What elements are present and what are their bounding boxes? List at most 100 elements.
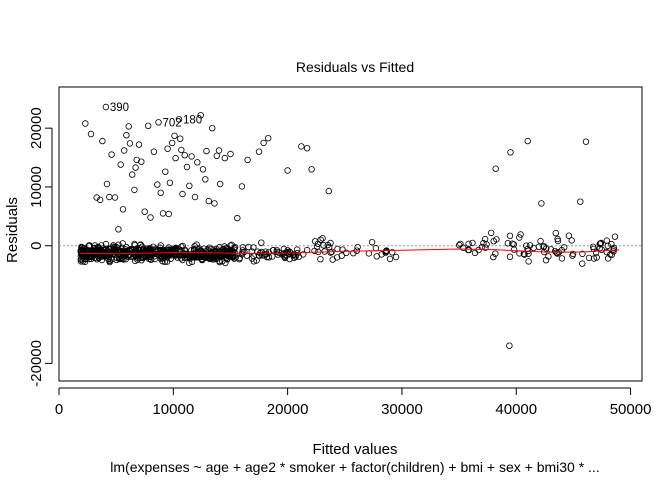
residual-point — [338, 252, 345, 259]
residual-point — [213, 152, 220, 159]
y-axis-label: Residuals — [4, 197, 21, 263]
residual-point — [392, 253, 400, 261]
x-tick-label: 50000 — [610, 401, 652, 418]
residual-point — [227, 251, 234, 259]
residual-point — [119, 240, 126, 247]
residual-point — [117, 161, 124, 168]
residual-point — [172, 247, 179, 255]
residual-point — [183, 163, 191, 171]
residual-point — [554, 235, 561, 243]
residual-point — [135, 141, 143, 148]
residual-point — [199, 253, 206, 261]
residual-point — [492, 165, 499, 172]
residual-point — [191, 193, 199, 201]
residual-point — [274, 251, 282, 258]
residual-point — [284, 167, 291, 174]
residual-point — [568, 237, 575, 244]
lowess-smooth-line — [79, 248, 620, 255]
residual-point — [95, 251, 103, 259]
residual-point — [537, 237, 544, 245]
residual-point — [222, 259, 229, 267]
residual-point — [506, 342, 513, 349]
residual-point — [604, 255, 612, 262]
residual-point — [280, 245, 288, 253]
residual-point — [365, 250, 373, 257]
x-axis: 0 10000 20000 30000 40000 50000 — [55, 387, 652, 418]
residual-point — [199, 166, 207, 173]
residual-point — [159, 255, 166, 262]
residual-point — [317, 256, 324, 263]
residual-point — [603, 248, 610, 256]
residual-point — [179, 242, 186, 250]
residual-point — [198, 256, 206, 264]
residual-point — [157, 189, 164, 196]
residual-point — [582, 138, 590, 145]
x-axis-label: Fitted values — [312, 441, 397, 458]
residual-point — [181, 151, 188, 159]
residual-point — [228, 241, 235, 248]
residual-point — [245, 243, 252, 251]
residual-point — [208, 124, 216, 132]
residual-point — [378, 251, 385, 258]
model-formula-subtitle: lm(expenses ~ age + age2 * smoker + fact… — [110, 459, 599, 475]
residual-point — [150, 148, 158, 155]
residual-point — [154, 181, 161, 188]
residual-point — [134, 256, 141, 263]
residual-point — [159, 210, 167, 217]
residual-point — [192, 248, 200, 255]
y-tick-label: 0 — [28, 242, 45, 250]
residual-point — [530, 244, 537, 252]
residual-point — [168, 139, 176, 147]
residual-point — [162, 250, 169, 257]
residual-point — [590, 255, 598, 262]
residual-point — [250, 244, 257, 251]
x-tick-label: 10000 — [152, 401, 194, 418]
residual-point — [597, 239, 605, 247]
residual-point — [553, 249, 560, 256]
residual-point — [94, 243, 102, 251]
y-tick-label: 20000 — [28, 107, 45, 149]
residual-point — [457, 240, 464, 248]
residual-point — [325, 187, 332, 195]
residual-point — [114, 248, 122, 256]
residual-point — [236, 254, 243, 262]
residual-point — [386, 255, 394, 263]
residual-point — [469, 239, 476, 247]
residual-point — [281, 254, 289, 261]
residual-point — [120, 147, 128, 154]
point-label: 180 — [183, 114, 202, 126]
residual-point — [211, 200, 218, 207]
residual-point — [205, 197, 212, 205]
residual-point — [204, 246, 211, 253]
residual-point — [188, 253, 195, 260]
residual-point — [165, 244, 172, 251]
residual-point — [234, 214, 241, 222]
residual-point — [456, 241, 463, 249]
residual-point — [488, 229, 495, 237]
x-tick-label: 20000 — [267, 401, 309, 418]
residual-point — [188, 153, 195, 160]
residual-point — [569, 252, 576, 259]
residual-point — [286, 255, 293, 263]
residual-point — [471, 249, 479, 257]
residual-point — [106, 257, 113, 264]
residual-point — [203, 147, 210, 155]
residual-point — [126, 140, 134, 147]
residual-point — [202, 176, 209, 183]
residual-point — [155, 119, 162, 126]
residual-point — [186, 182, 193, 189]
residual-point — [132, 251, 139, 259]
residual-point — [142, 245, 150, 252]
residual-point — [87, 130, 95, 138]
residual-point — [138, 158, 145, 165]
residual-point — [171, 132, 178, 139]
residual-point — [308, 166, 315, 173]
residual-point — [604, 242, 611, 249]
residual-point — [258, 248, 265, 256]
residual-point — [141, 208, 148, 215]
residual-point — [343, 249, 350, 256]
residual-point — [197, 247, 204, 255]
residual-point — [354, 243, 361, 251]
residual-point — [579, 260, 586, 267]
residual-point — [238, 183, 246, 190]
